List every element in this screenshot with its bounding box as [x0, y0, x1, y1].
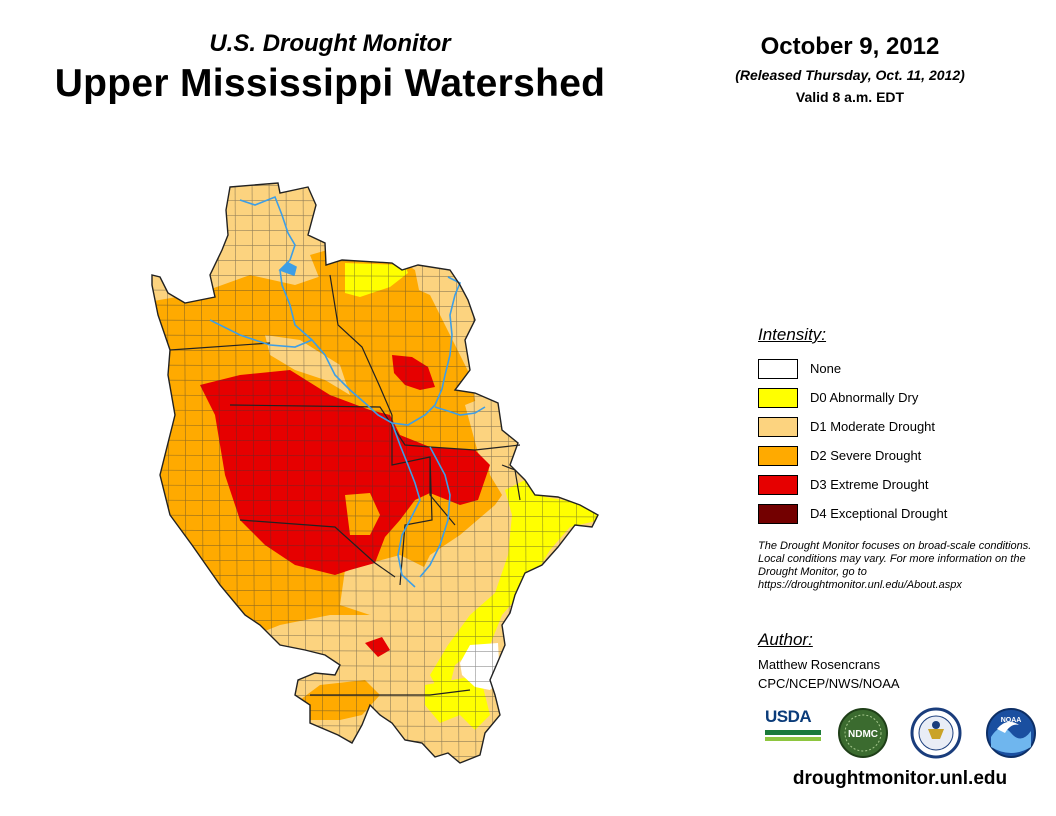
legend-swatch — [758, 503, 798, 524]
author-org: CPC/NCEP/NWS/NOAA — [758, 676, 900, 691]
author-heading: Author: — [758, 630, 813, 649]
valid-time: Valid 8 a.m. EDT — [795, 89, 905, 105]
disclaimer-text: The Drought Monitor focuses on broad-sca… — [758, 540, 1032, 591]
legend-item: D4 Exceptional Drought — [758, 499, 947, 528]
noaa-logo-text: NOAA — [1001, 717, 1022, 724]
legend-item: D1 Moderate Drought — [758, 412, 947, 441]
legend-swatch — [758, 474, 798, 495]
subtitle: U.S. Drought Monitor — [209, 30, 451, 57]
legend-item: D0 Abnormally Dry — [758, 383, 947, 412]
legend-swatch — [758, 416, 798, 437]
noaa-logo: NOAA — [986, 708, 1036, 758]
legend-label: None — [810, 361, 842, 376]
usda-logo: USDA — [765, 707, 821, 755]
footer-url[interactable]: droughtmonitor.unl.edu — [792, 768, 1008, 789]
legend-swatch — [758, 358, 798, 379]
usda-logo-text: USDA — [765, 707, 812, 726]
ndmc-logo: NDMC — [838, 708, 888, 758]
legend-label: D4 Exceptional Drought — [810, 506, 948, 521]
ndmc-logo-text: NDMC — [848, 729, 878, 740]
legend-label: D2 Severe Drought — [810, 448, 922, 463]
legend-item: D2 Severe Drought — [758, 441, 947, 470]
legend-label: D0 Abnormally Dry — [810, 390, 919, 405]
commerce-seal-icon — [910, 707, 962, 759]
drought-map — [151, 182, 599, 764]
legend: None D0 Abnormally Dry D1 Moderate Drought… — [758, 354, 947, 528]
legend-item: None — [758, 354, 947, 383]
legend-label: D1 Moderate Drought — [810, 419, 936, 434]
legend-item: D3 Extreme Drought — [758, 470, 947, 499]
logo-bar: USDA NDMC NOAA — [765, 707, 1040, 759]
author-name: Matthew Rosencrans — [758, 657, 881, 672]
release-note: (Released Thursday, Oct. 11, 2012) — [735, 67, 965, 83]
map-date: October 9, 2012 — [760, 33, 940, 60]
legend-swatch — [758, 387, 798, 408]
legend-swatch — [758, 445, 798, 466]
map-title: Upper Mississippi Watershed — [54, 62, 606, 105]
legend-heading: Intensity: — [758, 325, 827, 344]
legend-label: D3 Extreme Drought — [810, 477, 929, 492]
